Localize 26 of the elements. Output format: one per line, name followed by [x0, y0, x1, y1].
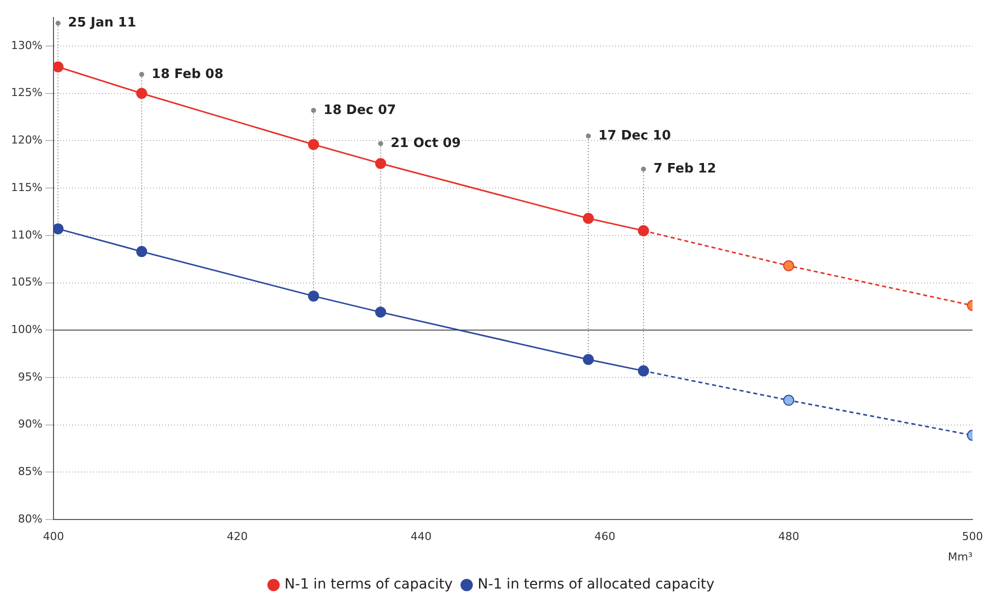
x-tick-label: 420 — [226, 530, 248, 544]
legend-label: N-1 in terms of capacity — [284, 576, 453, 593]
annotation: 17 Dec 10 — [598, 128, 671, 144]
annotation: 7 Feb 12 — [653, 162, 716, 177]
x-tick-label: 480 — [778, 530, 800, 544]
x-tick-label: 400 — [42, 530, 64, 544]
y-tick-label: 105% — [10, 276, 42, 289]
y-tick-label: 110% — [10, 228, 42, 242]
y-tick-label: 120% — [10, 134, 42, 147]
y-tick-label: 80% — [18, 512, 42, 526]
x-tick-label: 460 — [594, 530, 616, 544]
y-tick-label: 90% — [18, 418, 42, 431]
y-tick-label: 115% — [10, 180, 42, 194]
y-tick-label: 95% — [18, 370, 42, 384]
x-tick-label: 500 — [962, 530, 983, 544]
legend-label: N-1 in terms of allocated capacity — [478, 576, 714, 593]
y-tick-label: 130% — [10, 38, 42, 52]
y-tick-label: 100% — [10, 323, 42, 336]
y-tick-label: 125% — [10, 86, 42, 100]
annotation: 21 Oct 09 — [390, 136, 461, 151]
y-tick-label: 85% — [18, 465, 42, 478]
x-axis-title: Mm³ — [948, 550, 972, 564]
annotation: 18 Dec 07 — [324, 102, 396, 118]
x-tick-label: 440 — [410, 530, 432, 544]
annotation: 18 Feb 08 — [152, 66, 224, 82]
annotation: 25 Jan 11 — [68, 16, 136, 31]
